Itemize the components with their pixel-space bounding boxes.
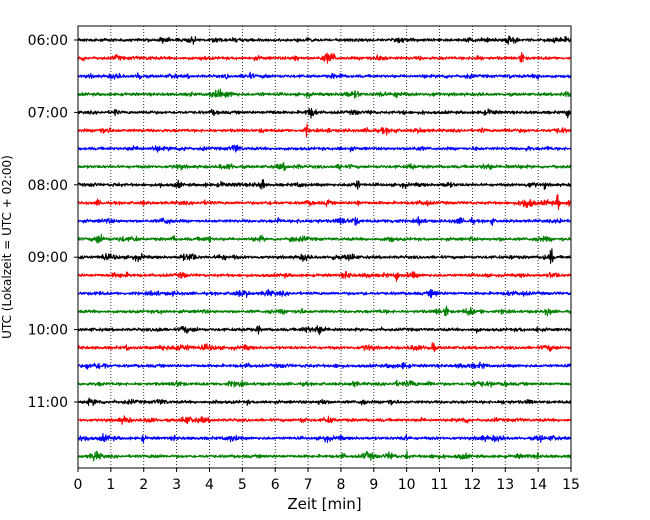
trace-line (77, 162, 572, 172)
x-tick-label: 12 (463, 477, 481, 493)
trace-line (77, 107, 572, 119)
trace-line (77, 179, 572, 190)
y-tick-label: 11:00 (28, 395, 68, 411)
x-tick-label: 0 (74, 477, 83, 493)
plot-frame (77, 25, 572, 469)
trace-line (77, 123, 572, 138)
trace-line (77, 248, 572, 264)
x-tick-label: 9 (369, 477, 378, 493)
x-tick-label: 1 (106, 477, 115, 493)
trace-line (77, 433, 572, 444)
trace-line (77, 325, 572, 336)
x-axis-ticks: 0 1 2 3 4 5 6 7 8 9 10 11 12 13 14 15 (74, 468, 580, 493)
x-tick-label: 6 (271, 477, 280, 493)
trace-line (77, 450, 572, 462)
trace-line (77, 193, 572, 210)
x-tick-label: 2 (139, 477, 148, 493)
x-tick-label: 7 (304, 477, 313, 493)
trace-line (77, 305, 572, 317)
trace-line (77, 88, 572, 99)
trace-line (77, 52, 572, 64)
seismic-traces (77, 35, 572, 462)
trace-line (77, 35, 572, 45)
y-axis-label: UTC (Lokalzeit = UTC + 02:00) (0, 155, 14, 339)
x-tick-label: 8 (336, 477, 345, 493)
trace-line (77, 415, 572, 425)
y-tick-label: 06:00 (28, 33, 68, 49)
y-tick-label: 09:00 (28, 250, 68, 266)
y-tick-label: 10:00 (28, 323, 68, 339)
x-tick-label: 14 (529, 477, 547, 493)
x-tick-label: 11 (431, 477, 449, 493)
y-axis-ticks: 06:00 07:00 08:00 09:00 10:00 11:00 (28, 33, 78, 411)
trace-line (77, 270, 572, 282)
x-tick-label: 13 (496, 477, 514, 493)
y-tick-label: 08:00 (28, 178, 68, 194)
x-tick-label: 4 (205, 477, 214, 493)
x-axis-label: Zeit [min] (287, 495, 361, 513)
trace-line (77, 288, 572, 299)
trace-line (77, 71, 572, 80)
trace-line (77, 397, 572, 407)
trace-line (77, 216, 572, 227)
trace-line (77, 361, 572, 370)
trace-line (77, 144, 572, 153)
y-tick-label: 07:00 (28, 105, 68, 121)
x-tick-label: 5 (238, 477, 247, 493)
trace-line (77, 342, 572, 353)
trace-line (77, 233, 572, 244)
x-tick-label: 3 (172, 477, 181, 493)
trace-line (77, 379, 572, 388)
x-tick-label: 15 (562, 477, 580, 493)
x-tick-label: 10 (398, 477, 416, 493)
